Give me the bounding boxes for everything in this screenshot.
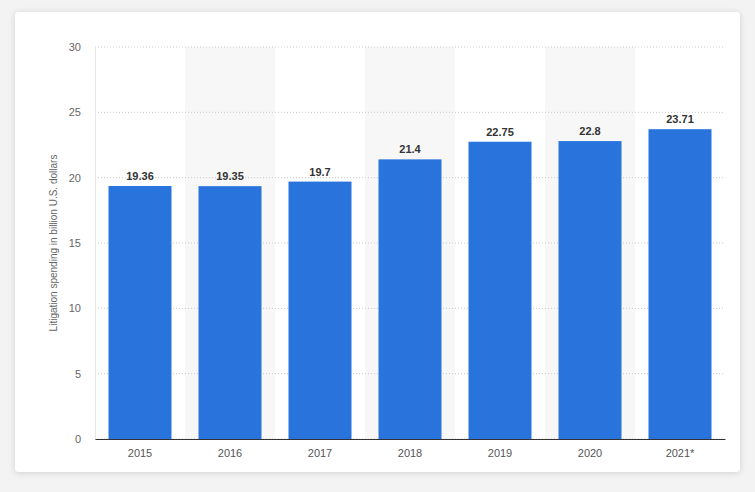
y-tick-label: 25 [69,106,81,118]
y-tick: 10 [69,302,95,314]
x-tick: 2017 [308,447,332,459]
x-axis: 2015 2016 2017 2018 2019 2020 2021* [96,440,726,459]
x-tick: 2018 [398,447,422,459]
y-tick: 5 [75,368,95,380]
y-tick-label: 5 [75,368,81,380]
x-tick-label: 2021* [666,447,695,459]
plot: 0 5 10 15 20 25 30 2015 2016 2017 2018 2019 2020 2021… [69,41,726,459]
chart: 0 5 10 15 20 25 30 2015 2016 2017 2018 2019 2020 2021… [0,0,755,492]
data-label: 22.75 [486,126,514,138]
y-axis-line [95,48,96,440]
x-tick-label: 2015 [128,447,152,459]
grid-line [95,47,725,48]
bar [559,141,622,439]
x-tick: 2021* [666,447,695,459]
column-band [365,47,455,439]
y-axis: 0 5 10 15 20 25 30 [69,41,96,445]
x-axis-line [96,439,726,440]
x-tick-label: 2018 [398,447,422,459]
x-tick-label: 2020 [578,447,602,459]
x-tick: 2016 [218,447,242,459]
y-tick-label: 0 [75,433,81,445]
bar [199,186,262,439]
bar [379,159,442,439]
data-label: 19.36 [126,170,154,182]
y-tick: 0 [75,433,95,445]
bars [109,129,712,439]
x-tick-label: 2017 [308,447,332,459]
grid [95,47,725,439]
bar [109,186,172,439]
grid-line [95,112,725,113]
data-label: 19.35 [216,170,244,182]
y-tick: 30 [69,41,95,53]
x-tick-label: 2016 [218,447,242,459]
data-label: 23.71 [666,113,694,125]
card [15,12,740,472]
column-bands [185,47,635,439]
y-tick-label: 15 [69,237,81,249]
x-tick-label: 2019 [488,447,512,459]
x-tick: 2015 [128,447,152,459]
data-label: 21.4 [399,143,421,155]
column-band [545,47,635,439]
bar [469,142,532,439]
y-tick: 25 [69,106,95,118]
column-band [185,47,275,439]
bar [289,182,352,439]
data-label: 19.7 [309,166,330,178]
y-tick-label: 30 [69,41,81,53]
x-tick: 2020 [578,447,602,459]
y-axis-title: Litigation spending in billion U.S. doll… [48,155,59,332]
y-tick: 15 [69,237,95,249]
data-labels: 19.36 19.35 19.7 21.4 22.75 22.8 23.71 [126,113,694,182]
x-tick: 2019 [488,447,512,459]
y-tick-label: 10 [69,302,81,314]
y-tick: 20 [69,172,95,184]
bar [649,129,712,439]
y-tick-label: 20 [69,172,81,184]
data-label: 22.8 [579,125,600,137]
